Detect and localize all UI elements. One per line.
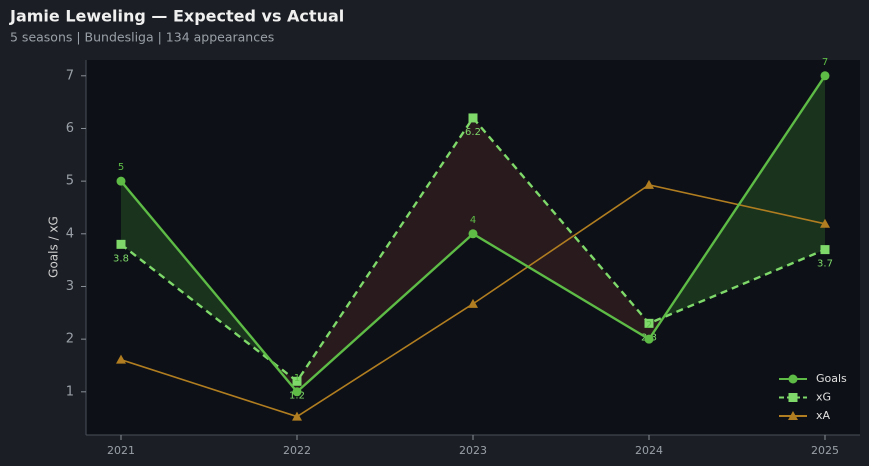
point xyxy=(820,245,830,255)
y-tick-label: 3 xyxy=(66,279,74,294)
point xyxy=(292,411,302,421)
point xyxy=(116,354,126,364)
point xyxy=(820,218,830,228)
legend-label: Goals xyxy=(816,372,847,385)
legend-marker xyxy=(788,411,798,420)
y-tick-label: 5 xyxy=(66,174,74,189)
x-tick-label: 2025 xyxy=(811,444,839,457)
legend-marker xyxy=(788,374,798,384)
x-tick-label: 2023 xyxy=(459,444,487,457)
y-tick-label: 7 xyxy=(66,68,74,83)
point xyxy=(292,387,302,397)
subtitle: 5 seasons | Bundesliga | 134 appearances xyxy=(10,30,274,45)
fill-between xyxy=(473,117,649,340)
x-tick-label: 2024 xyxy=(635,444,663,457)
point xyxy=(468,229,478,239)
point xyxy=(116,176,126,186)
y-tick-label: 1 xyxy=(66,384,74,399)
fill-between xyxy=(297,117,473,392)
point xyxy=(468,113,478,123)
legend-label: xG xyxy=(816,391,831,404)
point xyxy=(644,318,654,328)
legend-label: xA xyxy=(816,409,831,422)
x-tick-label: 2022 xyxy=(283,444,311,457)
legend-marker xyxy=(788,393,798,402)
data-label: 5 xyxy=(118,162,124,173)
point xyxy=(468,298,478,308)
data-label: 4 xyxy=(470,215,476,226)
point xyxy=(116,239,126,249)
point xyxy=(820,71,830,81)
data-label: 2 xyxy=(646,320,652,331)
x-tick-label: 2021 xyxy=(107,444,135,457)
data-label: 3.7 xyxy=(817,259,833,270)
y-tick-label: 2 xyxy=(66,332,74,347)
data-label: 6.2 xyxy=(465,127,481,138)
data-label: 1 xyxy=(294,373,300,384)
data-label: 3.8 xyxy=(113,253,129,264)
series-line xyxy=(120,115,826,384)
data-label: 7 xyxy=(822,57,828,68)
y-tick-label: 6 xyxy=(66,121,74,136)
point xyxy=(644,179,654,189)
y-tick-label: 4 xyxy=(66,226,74,241)
y-axis-label: Goals / xG xyxy=(47,216,61,278)
chart-title: Jamie Leweling — Expected vs Actual xyxy=(9,7,344,26)
point xyxy=(644,334,654,344)
point xyxy=(292,376,302,386)
